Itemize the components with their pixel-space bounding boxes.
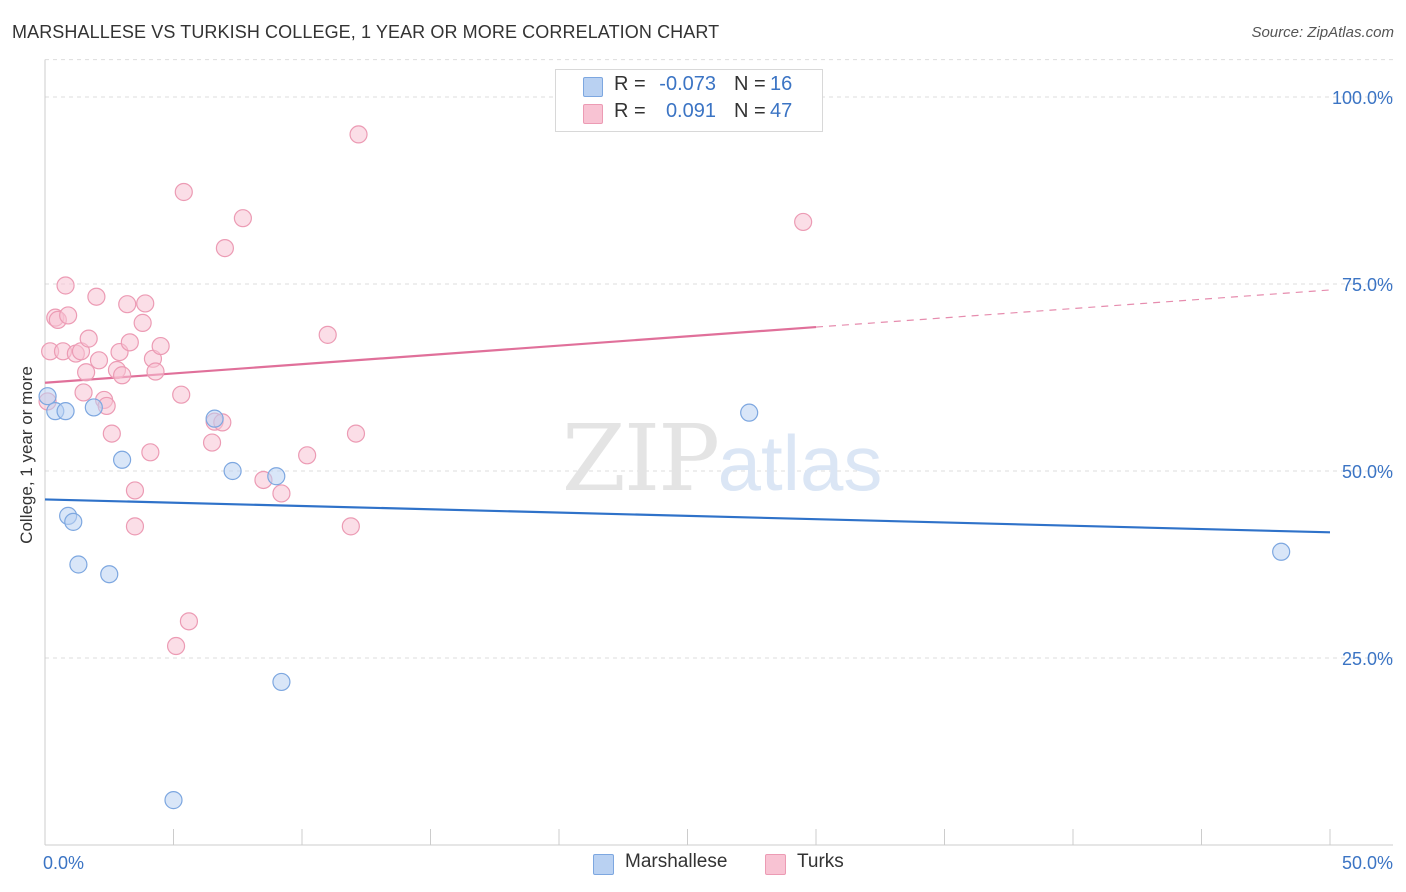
turks-point xyxy=(112,366,132,385)
x-tick-label: 50.0% xyxy=(1342,853,1393,873)
marshallese-point xyxy=(267,467,286,486)
legend-row-turks: R = 0.091 N = 47 xyxy=(556,100,822,126)
turks-point xyxy=(133,313,152,332)
turks-point xyxy=(79,329,98,348)
turks-point xyxy=(120,333,139,352)
marshallese-point xyxy=(740,403,759,422)
legend-label-marshallese: Marshallese xyxy=(625,851,728,872)
x-tick-label: 0.0% xyxy=(43,853,84,873)
turks-point xyxy=(272,484,291,503)
turks-point xyxy=(87,287,106,306)
turks-point xyxy=(794,212,813,232)
legend-r-label: R = xyxy=(614,73,646,95)
turks-point xyxy=(89,351,109,370)
marshallese-point xyxy=(205,409,224,428)
marshallese-point xyxy=(1272,542,1291,561)
turks-point xyxy=(298,446,317,465)
marshallese-point xyxy=(84,398,103,417)
turks-point xyxy=(136,294,155,313)
turks-point xyxy=(125,517,145,536)
turks-point xyxy=(233,209,252,228)
marshallese-swatch xyxy=(583,77,603,97)
y-tick-label: 100.0% xyxy=(1332,88,1393,108)
source-label: Source: ZipAtlas.com xyxy=(1251,24,1394,41)
legend-n-value: 16 xyxy=(770,73,793,95)
marshallese-point xyxy=(56,402,75,421)
marshallese-point xyxy=(112,450,132,469)
y-tick-label: 75.0% xyxy=(1342,275,1393,295)
turks-point xyxy=(56,276,75,295)
data-points xyxy=(38,125,1291,810)
chart-title: MARSHALLESE VS TURKISH COLLEGE, 1 YEAR O… xyxy=(12,22,720,42)
marshallese-point xyxy=(272,672,291,692)
turks-point xyxy=(102,424,121,443)
legend-item-turks[interactable]: Turks xyxy=(765,851,865,877)
marshallese-point xyxy=(64,512,83,531)
marshallese-point xyxy=(69,555,88,574)
watermark-atlas: atlas xyxy=(718,419,883,507)
turks-point xyxy=(202,433,222,452)
legend-item-marshallese[interactable]: Marshallese xyxy=(593,851,743,877)
legend-n-value: 47 xyxy=(770,100,793,122)
y-tick-label: 50.0% xyxy=(1342,462,1393,482)
turks-point xyxy=(118,295,137,314)
legend-r-label: R = xyxy=(614,100,646,122)
turks-point xyxy=(74,383,93,402)
turks-point xyxy=(174,182,193,202)
turks-point xyxy=(215,238,234,258)
turks-trend-line xyxy=(44,325,817,384)
legend-r-value: 0.091 xyxy=(665,100,716,122)
marshallese-point xyxy=(38,387,57,406)
turks-trend-extension xyxy=(815,289,1331,328)
legend-r-value: -0.073 xyxy=(659,73,716,95)
turks-point xyxy=(318,325,337,344)
correlation-legend: R = -0.073 N = 16 R = 0.091 N = 47 xyxy=(555,69,823,132)
legend-n-label: N = xyxy=(734,73,766,95)
turks-point xyxy=(146,362,165,381)
turks-point xyxy=(349,125,368,144)
trend-lines xyxy=(44,289,1331,534)
watermark-zip: ZIP xyxy=(562,405,718,512)
turks-point xyxy=(141,443,160,462)
marshallese-point xyxy=(100,565,119,584)
watermark: ZIP atlas xyxy=(562,405,882,512)
legend-n-label: N = xyxy=(734,100,766,122)
turks-point xyxy=(77,363,96,382)
turks-point xyxy=(59,306,78,325)
marshallese-swatch xyxy=(593,854,614,875)
legend-row-marshallese: R = -0.073 N = 16 xyxy=(556,73,822,99)
turks-point xyxy=(166,636,186,656)
turks-point xyxy=(346,424,366,443)
marshallese-point xyxy=(164,791,183,810)
axes xyxy=(44,59,1393,846)
turks-point xyxy=(125,481,145,500)
turks-swatch xyxy=(583,104,603,124)
turks-point xyxy=(151,336,170,356)
turks-swatch xyxy=(765,854,786,875)
turks-point xyxy=(172,385,191,404)
turks-point xyxy=(341,517,360,536)
marshallese-point xyxy=(223,461,242,481)
legend-label-turks: Turks xyxy=(797,851,844,872)
y-tick-label: 25.0% xyxy=(1342,649,1393,669)
gridlines xyxy=(45,59,1393,659)
marshallese-trend-line xyxy=(44,498,1331,534)
tick-labels: 25.0% 50.0% 75.0% 100.0% 0.0% 50.0% xyxy=(43,88,1393,873)
turks-point xyxy=(179,612,199,631)
